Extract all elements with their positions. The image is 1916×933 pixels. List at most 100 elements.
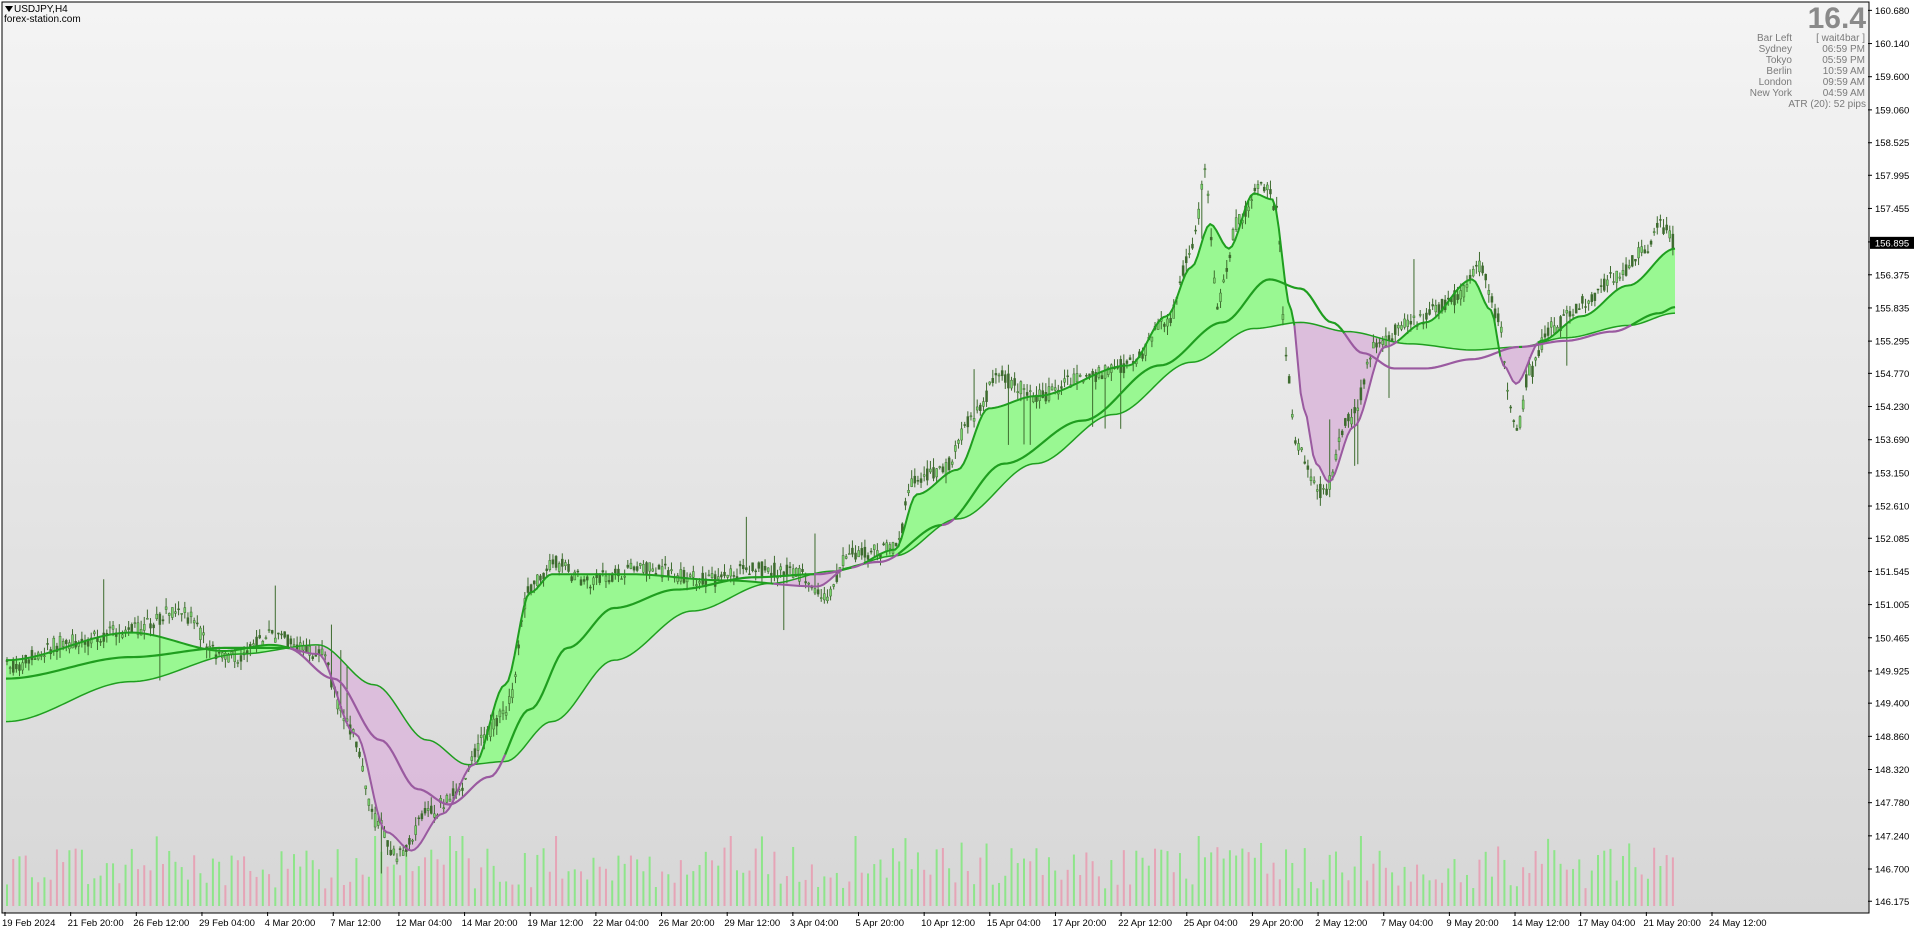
candle-body — [1072, 373, 1076, 386]
symbol-menu-icon[interactable] — [5, 6, 13, 12]
fast-ma-line — [1499, 342, 1539, 386]
candle-body — [1400, 325, 1403, 330]
candle-body — [1418, 314, 1422, 316]
volume-bar — [629, 855, 632, 906]
volume-bar — [30, 877, 33, 906]
candle-body — [773, 562, 776, 577]
candle-body — [152, 624, 155, 629]
volume-bar — [817, 886, 820, 906]
candle-body — [1543, 333, 1547, 338]
volume-bar — [305, 850, 308, 906]
candle-body — [479, 734, 483, 738]
candle-body — [916, 480, 920, 482]
fast-ma-line — [476, 573, 774, 763]
volume-bar — [1266, 873, 1269, 906]
candle-body — [89, 637, 93, 644]
current-price-tag: 156.895 — [1870, 236, 1914, 249]
volume-bar — [1278, 879, 1281, 906]
volume-bar — [74, 848, 77, 906]
volume-bar — [904, 838, 907, 906]
candle-body — [514, 674, 517, 677]
candle-body — [589, 586, 592, 589]
candle-body — [819, 597, 823, 599]
volume-bar — [1422, 874, 1425, 906]
volume-bar — [1378, 850, 1381, 906]
volume-bar — [87, 884, 90, 906]
candle-body — [1531, 365, 1534, 377]
volume-bar — [1222, 858, 1225, 906]
volume-bar — [723, 847, 726, 906]
volume-bar — [661, 871, 664, 906]
volume-bar — [1509, 885, 1512, 906]
candle-body — [358, 751, 361, 757]
candle-body — [607, 580, 611, 583]
candle-body — [614, 568, 617, 574]
volume-bar — [935, 849, 938, 906]
time-axis[interactable]: 19 Feb 2024 21 Feb 20:00 26 Feb 12:00 29 Fe… — [2, 912, 1767, 929]
volume-bar — [1091, 861, 1094, 906]
candle-body — [816, 589, 820, 595]
candle-body — [1256, 184, 1260, 189]
volume-bar — [374, 836, 377, 906]
volume-bar — [555, 836, 558, 906]
volume-bar — [1210, 852, 1213, 906]
volume-bar — [1079, 875, 1082, 906]
candle-body — [501, 709, 505, 715]
candle-body — [1041, 390, 1044, 398]
x-tick-label: 21 Feb 20:00 — [68, 918, 124, 929]
x-tick-label: 26 Mar 20:00 — [659, 918, 715, 929]
volume-bar — [230, 855, 233, 906]
candle-body — [1016, 391, 1020, 393]
candle-body — [1546, 327, 1550, 336]
candle-body — [1303, 461, 1307, 464]
volume-bar — [93, 878, 96, 906]
watermark: forex-station.com — [4, 14, 81, 25]
candle-body — [1350, 417, 1353, 425]
volume-bar — [180, 867, 183, 906]
volume-bar — [505, 881, 508, 906]
volume-bar — [218, 861, 221, 906]
y-tick-label: 156.375 — [1875, 270, 1909, 281]
volume-bar — [1241, 848, 1244, 906]
volume-bar — [317, 869, 320, 906]
candle-body — [283, 631, 286, 638]
candle-body — [688, 574, 692, 577]
candle-body — [121, 634, 124, 638]
volume-bar — [1584, 888, 1587, 906]
volume-bar — [798, 881, 801, 906]
x-tick-label: 5 Apr 20:00 — [856, 918, 905, 929]
candle-body — [972, 418, 976, 422]
volume-bar — [1197, 836, 1200, 906]
mid-ma-line — [1343, 332, 1520, 370]
y-tick-label: 154.770 — [1875, 369, 1909, 380]
candle-body — [1643, 249, 1647, 254]
volume-bar — [299, 866, 302, 906]
candle-body — [763, 566, 767, 571]
volume-bar — [567, 871, 570, 906]
volume-bar — [1665, 855, 1668, 906]
candle-body — [1184, 256, 1188, 264]
symbol-title: USDJPY,H4 — [14, 4, 68, 15]
price-axis[interactable]: 160.680 160.140 159.600 159.060 158.525 157.9… — [1868, 6, 1909, 908]
candle-body — [1571, 314, 1575, 317]
volume-bar — [1116, 884, 1119, 906]
volume-bar — [1653, 847, 1656, 906]
candle-body — [1340, 430, 1344, 436]
x-tick-label: 12 Mar 04:00 — [396, 918, 452, 929]
candle-body — [445, 795, 449, 803]
candle-body — [1574, 303, 1578, 314]
candle-body — [1019, 381, 1023, 395]
candle-body — [261, 640, 265, 646]
volume-bar — [1341, 872, 1344, 906]
candle-body — [373, 813, 377, 828]
candle-body — [732, 575, 736, 577]
volume-bar — [124, 864, 127, 906]
ma-band-segment — [863, 193, 1295, 564]
candle-body — [1475, 264, 1478, 267]
volume-bar — [168, 850, 171, 906]
candle-body — [21, 662, 24, 671]
volume-bar — [1553, 850, 1556, 906]
candle-body — [1309, 476, 1313, 481]
candle-body — [1222, 279, 1225, 283]
